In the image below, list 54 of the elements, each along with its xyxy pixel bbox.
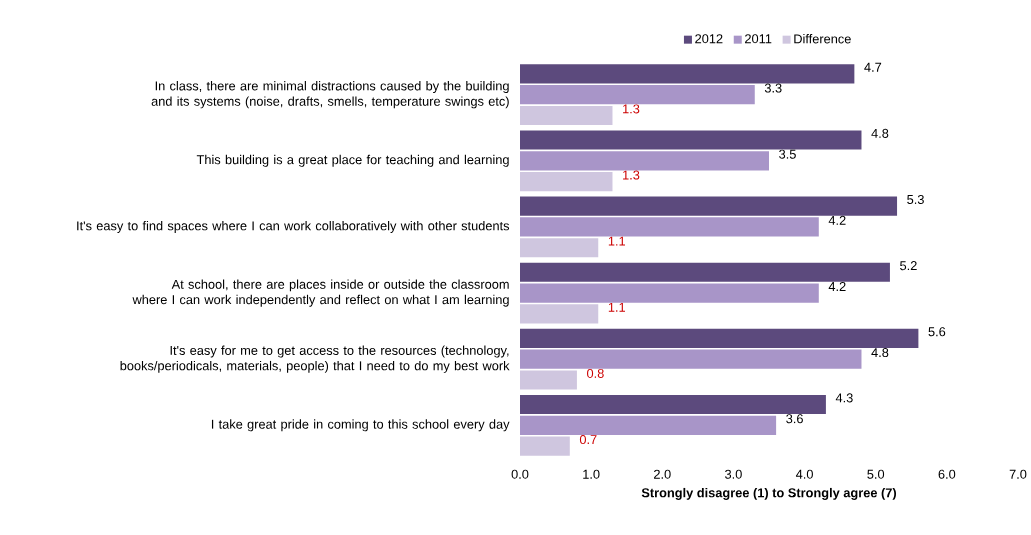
data-label: 0.8 [587, 368, 604, 378]
legend-label: Difference [794, 34, 851, 44]
x-tick-label: 6.0 [938, 469, 956, 479]
x-tick-label: 5.0 [867, 469, 885, 479]
x-tick-label: 2.0 [654, 469, 671, 479]
y-tick-label: I take great pride in coming to this school every day [211, 419, 510, 432]
bar [520, 415, 777, 435]
bar [520, 436, 570, 456]
y-tick-label: In class, there are minimal distractions caused by the building and its systems (noise, drafts, smells, temperature swings etc) [151, 81, 509, 109]
bar [520, 262, 890, 282]
y-tick-label: At school, there are places inside or outside the classroom where I can work independently and reflect on what I am learning [132, 279, 509, 307]
y-tick-label: This building is a great place for teaching and learning [196, 154, 509, 167]
x-tick-label: 0.0 [511, 469, 529, 479]
x-tick-label: 3.0 [725, 469, 742, 479]
x-tick-label: 7.0 [1009, 469, 1027, 479]
bar [520, 304, 599, 324]
bar [520, 217, 819, 237]
legend-label: 2012 [695, 34, 723, 44]
y-tick-label: It's easy to find spaces where I can work collaboratively with other students [77, 220, 510, 233]
bar [520, 283, 819, 303]
bar [520, 349, 862, 369]
bar [520, 196, 898, 216]
bar [520, 85, 755, 105]
x-axis-title: Strongly disagree (1) to Strongly agree (7) [641, 487, 897, 500]
data-label: 4.3 [835, 393, 853, 403]
data-label: 0.7 [579, 435, 597, 445]
data-label: 5.6 [928, 327, 946, 337]
data-label: 3.5 [779, 149, 796, 159]
data-label: 5.2 [900, 261, 917, 271]
bar [520, 328, 919, 348]
data-label: 3.3 [764, 83, 782, 93]
data-label: 4.2 [828, 281, 846, 291]
legend-label: 2011 [745, 34, 772, 44]
bar [520, 370, 577, 390]
data-label: 4.2 [828, 215, 846, 225]
x-tick-label: 4.0 [795, 469, 813, 479]
data-label: 4.8 [871, 128, 889, 138]
bar [520, 151, 769, 171]
bar [520, 394, 826, 415]
bar [520, 105, 613, 126]
data-label: 1.1 [608, 302, 626, 312]
data-label: 5.3 [907, 194, 924, 205]
data-label: 4.8 [871, 348, 889, 358]
bar [520, 64, 855, 84]
bar [520, 130, 862, 150]
data-label: 1.3 [623, 104, 640, 114]
x-tick-label: 1.0 [583, 469, 600, 479]
bar [520, 238, 599, 258]
y-tick-label: It's easy for me to get access to the resources (technology, books/periodicals, materials, people) that I need to do my best work [120, 345, 510, 373]
data-label: 4.7 [864, 62, 882, 72]
data-label: 1.1 [608, 236, 626, 246]
bar [520, 172, 613, 192]
data-label: 1.3 [623, 170, 640, 180]
data-label: 3.6 [786, 414, 803, 424]
